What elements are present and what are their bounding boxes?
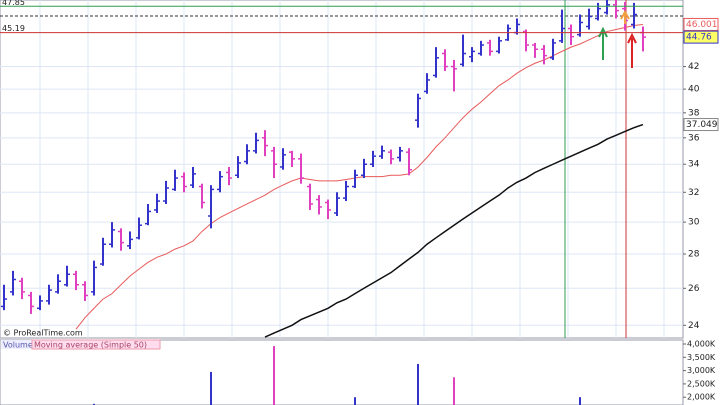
level-label: 45.19 [2,24,25,33]
volume-panel [0,339,684,405]
ma50-value: 46.001 [686,20,718,30]
watermark: © ProRealTime.com [3,329,83,338]
volume-title-bg [1,340,41,349]
ma200-value: 37.049 [686,120,718,130]
y-tick-label: 32 [688,188,699,198]
ma50-value-box [683,17,719,31]
last-price-box [683,30,719,44]
volume-tick-label: 2,000K [687,393,716,402]
volume-tick-label: 4,000K [687,339,716,348]
volume-tick-label: 3,000K [687,366,716,375]
y-tick-label: 30 [688,218,700,228]
volume-bar [453,377,455,405]
sell-arrow [627,32,637,68]
price-panel [0,0,684,339]
volume-tick-label: 3,500K [687,353,716,362]
volume-bar [579,397,581,405]
y-tick-label: 40 [688,85,700,95]
level-label: 47.85 [2,0,25,7]
y-tick-label: 28 [688,250,700,260]
buy-arrow [598,26,608,60]
indicator-label: Moving average (Simple 50) [34,341,147,350]
y-tick-label: 26 [688,284,700,294]
ma50-line [75,23,644,330]
volume-bar [273,346,275,405]
volume-bar [354,397,356,405]
volume-tick-label: 2,500K [687,379,716,388]
y-tick-label: 34 [688,160,700,170]
y-tick-label: 38 [688,108,700,118]
volume-bar [417,363,419,405]
y-tick-label: 36 [688,133,700,143]
vertical-grid [0,0,683,338]
y-tick-label: 24 [688,321,700,331]
volume-bar [210,371,212,405]
volume-bar [93,403,95,405]
volume-title: Volume [3,341,33,350]
ma200-line [264,123,644,338]
ma200-value-box [683,118,719,132]
last-price: 44.76 [686,33,712,43]
indicator-box [31,339,161,350]
signal-arrow [620,9,630,24]
y-tick-label: 42 [688,62,699,72]
